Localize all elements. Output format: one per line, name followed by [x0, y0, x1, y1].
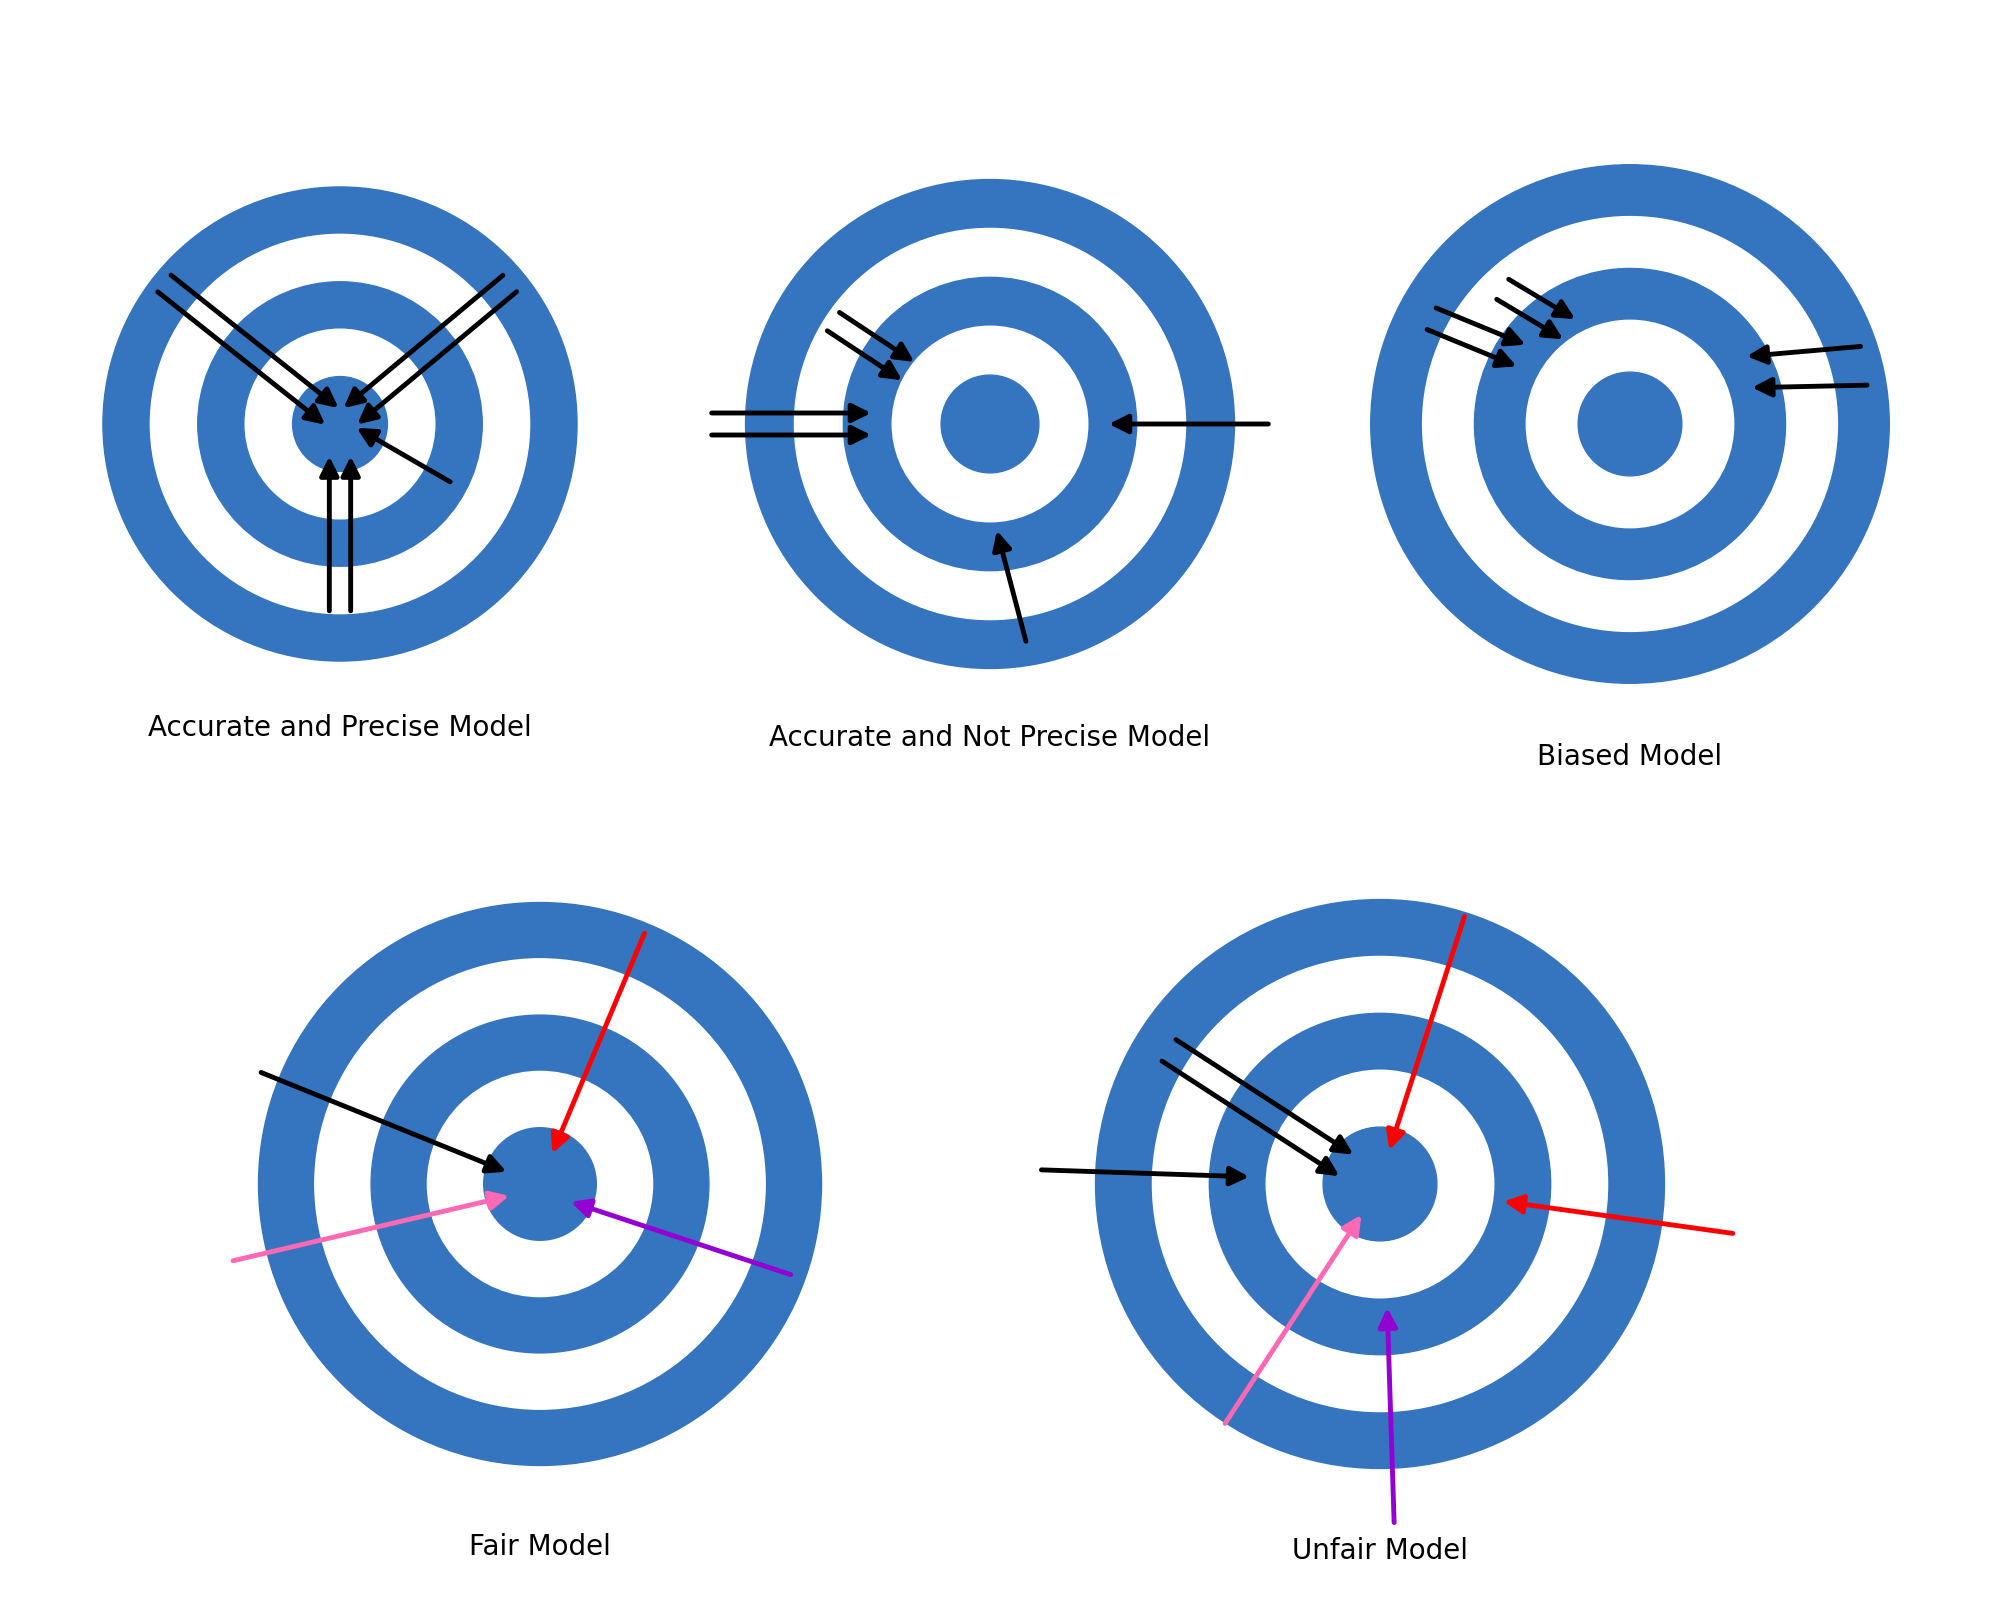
Circle shape — [292, 376, 388, 472]
Circle shape — [102, 187, 578, 661]
Circle shape — [372, 1014, 708, 1354]
Circle shape — [1422, 216, 1838, 632]
Circle shape — [484, 1128, 596, 1240]
Circle shape — [428, 1072, 652, 1296]
Circle shape — [1370, 165, 1890, 683]
Circle shape — [258, 902, 822, 1466]
Circle shape — [246, 330, 434, 518]
Circle shape — [892, 326, 1088, 522]
Circle shape — [314, 958, 766, 1410]
Circle shape — [942, 374, 1038, 474]
Circle shape — [794, 229, 1186, 619]
Circle shape — [150, 234, 530, 614]
Text: Biased Model: Biased Model — [1538, 744, 1722, 771]
Text: Accurate and Precise Model: Accurate and Precise Model — [148, 714, 532, 742]
Circle shape — [1578, 373, 1682, 475]
Circle shape — [844, 277, 1136, 571]
Circle shape — [1210, 1013, 1550, 1355]
Circle shape — [1526, 320, 1734, 528]
Text: Fair Model: Fair Model — [470, 1533, 610, 1562]
Circle shape — [1474, 269, 1786, 579]
Circle shape — [1152, 957, 1608, 1411]
Text: Accurate and Not Precise Model: Accurate and Not Precise Model — [770, 723, 1210, 752]
Circle shape — [1266, 1070, 1494, 1298]
Text: Unfair Model: Unfair Model — [1292, 1538, 1468, 1565]
Circle shape — [1096, 899, 1664, 1469]
Circle shape — [198, 282, 482, 566]
Circle shape — [746, 179, 1234, 669]
Circle shape — [1324, 1126, 1436, 1242]
